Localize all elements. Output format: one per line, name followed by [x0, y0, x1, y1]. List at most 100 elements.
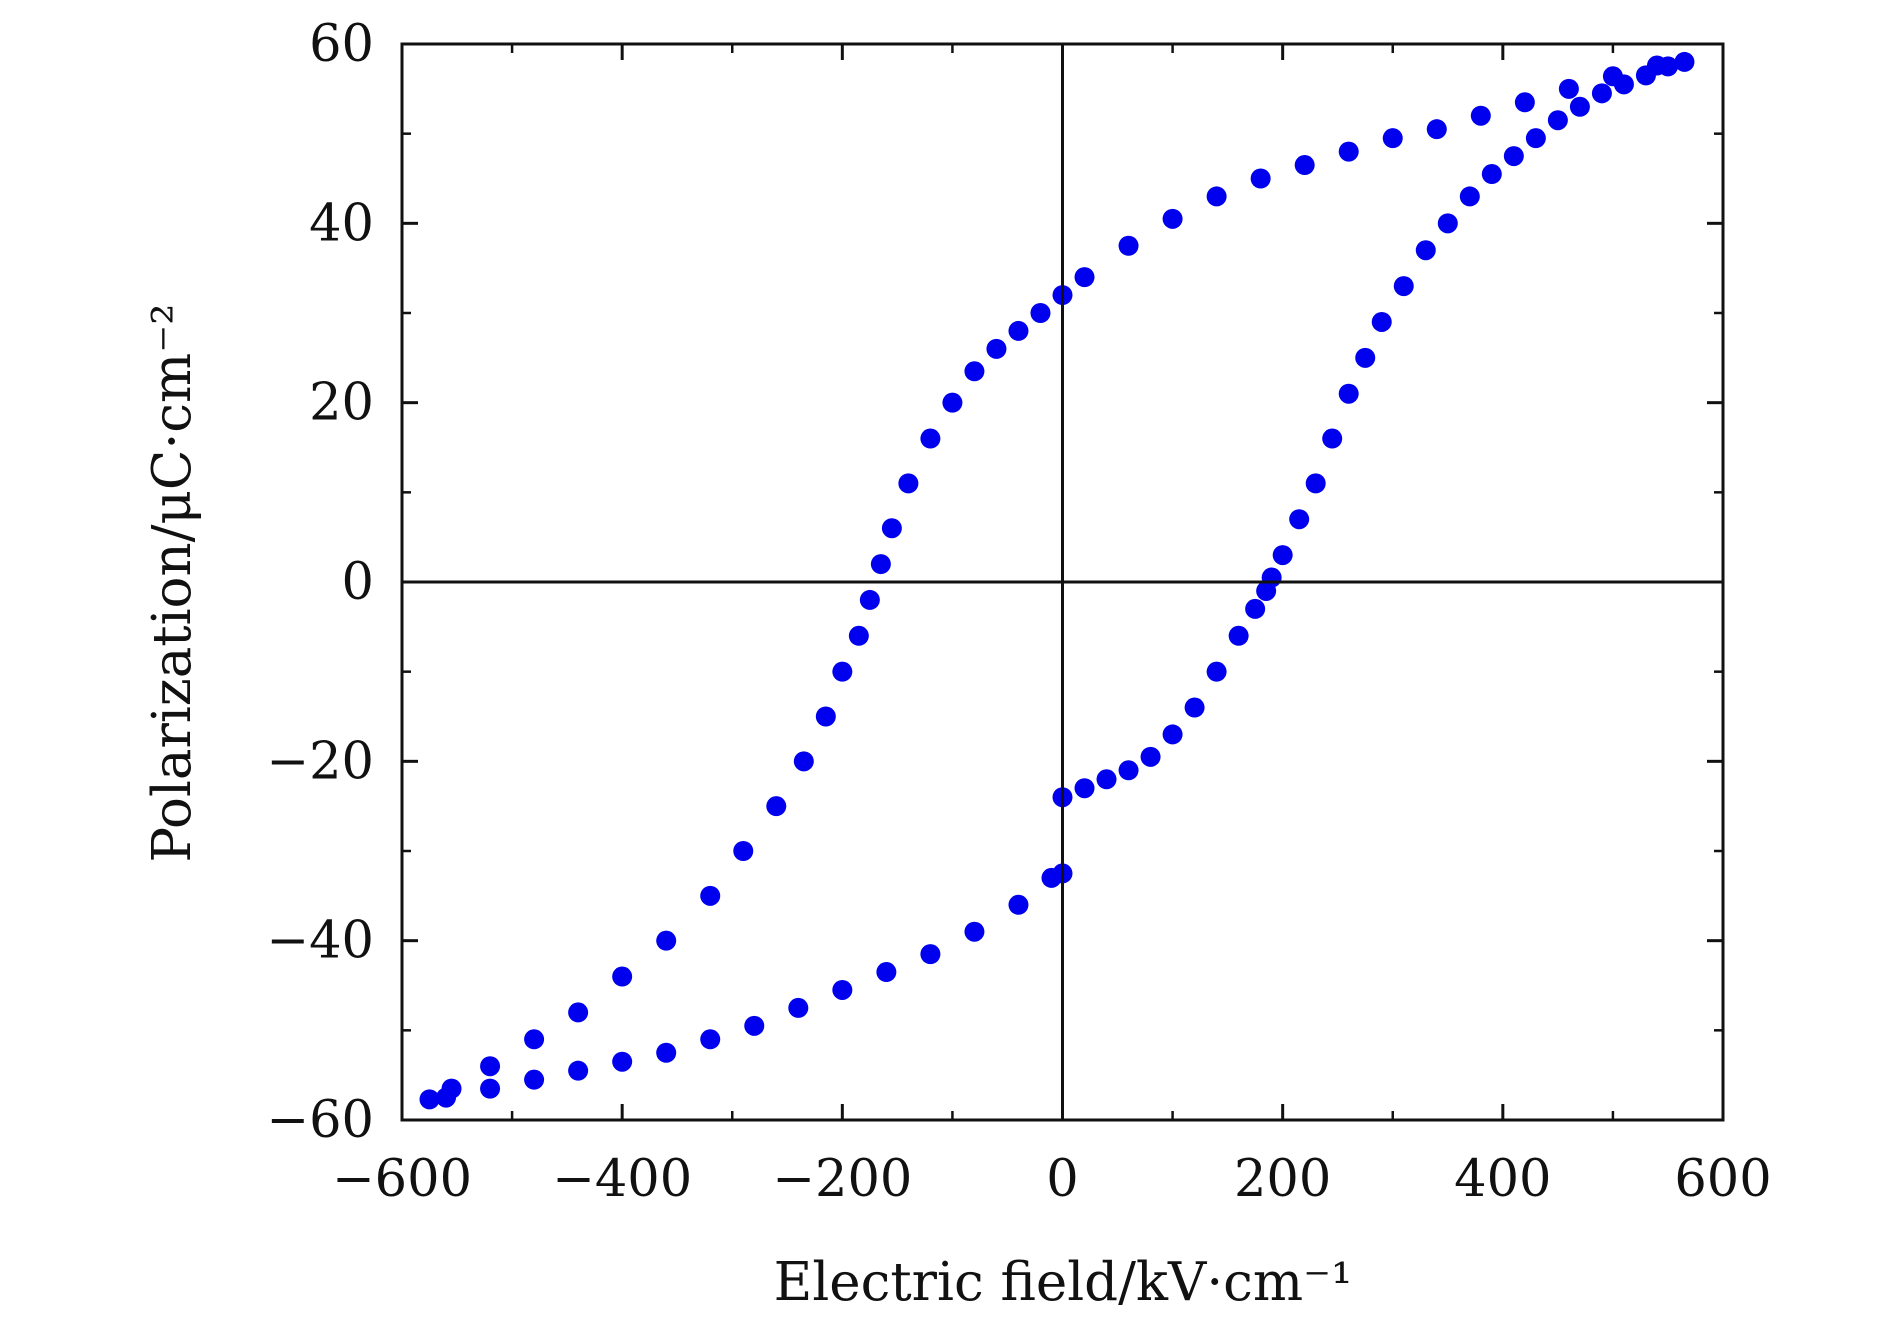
data-point: [1481, 164, 1502, 185]
y-tick-label: 60: [309, 15, 374, 74]
data-point: [1338, 383, 1359, 404]
data-point: [815, 706, 836, 727]
data-point: [1008, 320, 1029, 341]
data-points: [419, 51, 1695, 1110]
data-point: [848, 625, 869, 646]
data-point: [1074, 778, 1095, 799]
data-point: [568, 1060, 589, 1081]
x-tick-label: −200: [772, 1150, 912, 1209]
data-point: [1322, 428, 1343, 449]
x-axis-label: Electric field/kV·cm⁻¹: [774, 1252, 1353, 1313]
data-point: [1118, 760, 1139, 781]
data-point: [920, 428, 941, 449]
axis-ticks: [400, 42, 1725, 1122]
x-tick-label: 200: [1234, 1150, 1331, 1209]
data-point: [1393, 276, 1414, 297]
data-point: [1096, 769, 1117, 790]
data-point: [1228, 625, 1249, 646]
data-point: [986, 338, 1007, 359]
data-point: [1558, 78, 1579, 99]
data-point: [898, 473, 919, 494]
data-point: [480, 1078, 501, 1099]
data-point: [480, 1056, 501, 1077]
data-point: [859, 589, 880, 610]
data-point: [1008, 894, 1029, 915]
data-point: [766, 796, 787, 817]
data-point: [832, 661, 853, 682]
data-point: [1030, 303, 1051, 323]
y-tick-label: 40: [309, 194, 374, 253]
data-point: [964, 361, 985, 382]
data-point: [964, 921, 985, 942]
data-point: [1272, 545, 1293, 566]
y-tick-label: 20: [309, 374, 374, 433]
data-point: [876, 962, 897, 983]
data-point: [744, 1015, 765, 1036]
y-tick-label: 0: [342, 553, 374, 612]
data-point: [1591, 83, 1612, 104]
y-tick-label: −60: [266, 1091, 374, 1150]
data-point: [1289, 509, 1310, 530]
x-tick-label: 0: [1046, 1150, 1078, 1209]
data-point: [656, 930, 677, 951]
data-point: [524, 1029, 545, 1050]
data-point: [1338, 141, 1359, 162]
data-point: [419, 1089, 440, 1110]
data-point: [1382, 128, 1403, 149]
data-point: [1602, 66, 1623, 87]
data-point: [1470, 105, 1491, 126]
data-point: [1371, 311, 1392, 332]
data-point: [1305, 473, 1326, 494]
data-point: [1674, 51, 1695, 72]
data-point: [1547, 110, 1568, 131]
data-point: [524, 1069, 545, 1090]
data-point: [1184, 697, 1205, 718]
x-tick-label: 600: [1674, 1150, 1771, 1209]
data-point: [1426, 119, 1447, 140]
data-point: [1140, 746, 1161, 767]
x-tick-label: −400: [552, 1150, 692, 1209]
data-point: [1162, 724, 1183, 745]
data-point: [1646, 55, 1667, 76]
data-point: [942, 392, 963, 413]
y-tick-label: −40: [266, 912, 374, 971]
data-point: [1245, 598, 1266, 619]
data-point: [1118, 235, 1139, 256]
data-point: [1503, 146, 1524, 167]
x-tick-label: −600: [332, 1150, 472, 1209]
data-point: [1294, 155, 1315, 176]
data-point: [1250, 168, 1271, 189]
data-point: [1261, 567, 1282, 588]
data-point: [1206, 186, 1227, 207]
data-point: [656, 1042, 677, 1063]
data-point: [612, 1051, 633, 1072]
data-point: [436, 1087, 457, 1108]
data-point: [1525, 128, 1546, 149]
data-point: [612, 966, 633, 987]
data-point: [568, 1002, 589, 1023]
y-axis-label: Polarization/μC·cm⁻²: [142, 304, 203, 863]
data-point: [1459, 186, 1480, 207]
data-point: [793, 751, 814, 772]
data-point: [1569, 96, 1590, 117]
data-point: [920, 944, 941, 965]
data-point: [788, 997, 809, 1018]
data-point: [700, 885, 721, 906]
data-point: [881, 518, 902, 539]
data-point: [832, 979, 853, 1000]
data-point: [1415, 240, 1436, 261]
data-point: [1437, 213, 1458, 234]
data-point: [870, 554, 891, 575]
data-point: [700, 1029, 721, 1050]
plot-frame: [400, 42, 1725, 1122]
data-point: [1355, 347, 1376, 368]
data-point: [1206, 661, 1227, 682]
data-point: [1514, 92, 1535, 113]
data-point: [1162, 208, 1183, 229]
x-tick-label: 400: [1454, 1150, 1551, 1209]
y-tick-label: −20: [266, 732, 374, 791]
data-point: [1074, 267, 1095, 288]
